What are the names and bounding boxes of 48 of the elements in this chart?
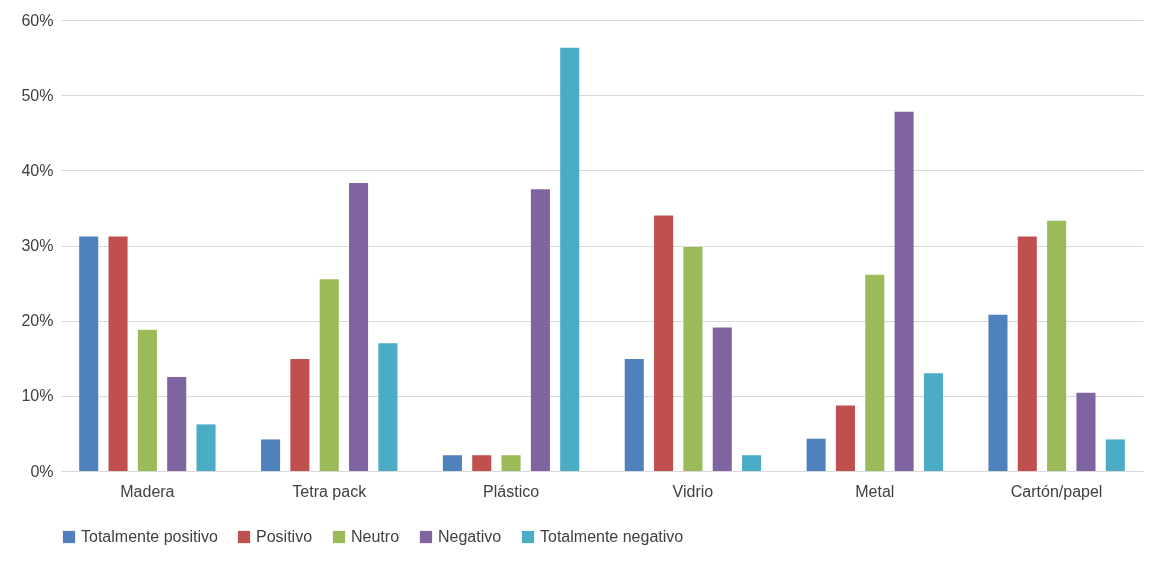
x-tick-label: Metal <box>855 482 895 500</box>
y-tick-label: 0% <box>30 462 54 480</box>
legend-label: Negativo <box>438 528 502 545</box>
x-tick-label: Cartón/papel <box>1010 482 1103 500</box>
x-tick-label: Plástico <box>483 482 540 500</box>
legend-label: Neutro <box>351 528 400 545</box>
bar <box>988 314 1008 471</box>
bar <box>196 424 216 471</box>
bar <box>835 405 855 471</box>
bar <box>349 183 369 471</box>
x-tick-label: Madera <box>120 482 175 500</box>
y-tick-label: 50% <box>21 86 54 104</box>
y-tick-label: 20% <box>21 312 54 330</box>
bar <box>530 189 550 471</box>
bar <box>1047 220 1067 471</box>
bar <box>79 236 99 471</box>
bar <box>865 274 885 471</box>
bar <box>319 279 339 471</box>
bar <box>894 111 914 471</box>
legend-label: Totalmente positivo <box>81 528 219 545</box>
y-tick-label: 40% <box>21 161 54 179</box>
legend-label: Positivo <box>256 528 313 545</box>
bar <box>1076 392 1096 471</box>
bar <box>472 455 492 471</box>
bar <box>742 455 762 471</box>
bar <box>806 438 826 471</box>
bar <box>501 455 521 471</box>
bar <box>290 359 310 471</box>
bar <box>442 455 462 471</box>
bar <box>1017 236 1037 471</box>
bar <box>712 327 732 471</box>
x-tick-label: Tetra pack <box>292 482 368 500</box>
bar <box>108 236 128 471</box>
bar <box>137 329 157 471</box>
bar <box>378 343 398 471</box>
bar <box>624 359 644 471</box>
y-tick-label: 30% <box>21 237 54 254</box>
bar <box>923 373 943 471</box>
bar <box>167 377 187 471</box>
y-tick-label: 60% <box>21 11 54 29</box>
legend-label: Totalmente negativo <box>540 528 684 545</box>
bar <box>654 215 674 471</box>
y-tick-label: 10% <box>21 387 54 405</box>
bar <box>1105 439 1125 471</box>
bar <box>560 47 580 471</box>
x-tick-label: Vidrio <box>672 482 714 500</box>
bar <box>261 439 281 471</box>
bar <box>683 247 703 471</box>
